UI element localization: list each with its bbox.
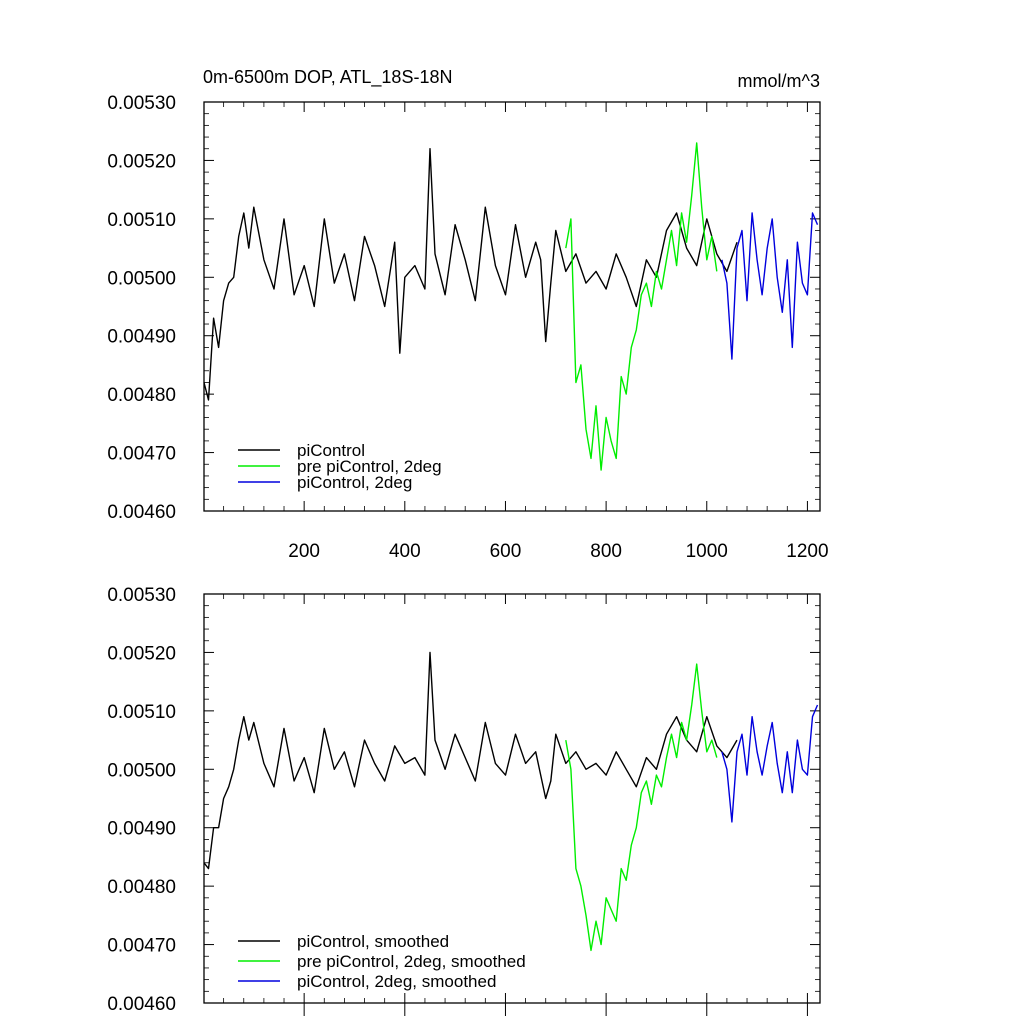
legend-label: piControl, 2deg, smoothed (297, 972, 496, 991)
y-tick-label: 0.00460 (107, 502, 176, 523)
y-tick-label: 0.00530 (107, 585, 176, 606)
x-tick-label: 200 (288, 541, 320, 562)
y-tick-label: 0.00470 (107, 936, 176, 957)
panel-bottom: 0.00460 0.00470 0.00480 0.00490 0.00500 0.005… (107, 585, 821, 1016)
y-tick-label: 0.00490 (107, 327, 176, 348)
y-tick-label: 0.00500 (107, 268, 176, 289)
units-label: mmol/m^3 (738, 71, 820, 91)
y-tick-label: 0.00520 (107, 643, 176, 664)
series-line-2 (565, 142, 718, 471)
panel-title: 0m-6500m DOP, ATL_18S-18N (203, 67, 452, 88)
legend-label: piControl (297, 441, 365, 460)
y-tick-label: 0.00520 (107, 151, 176, 172)
y-tick-label: 0.00500 (107, 760, 176, 781)
series-line-2 (565, 663, 718, 952)
y-tick-label: 0.00530 (107, 93, 176, 114)
plot-frame (203, 101, 821, 512)
y-tick-label: 0.00480 (107, 877, 176, 898)
series-line-3 (721, 212, 819, 360)
y-tick-label: 0.00490 (107, 819, 176, 840)
x-tick-label: 600 (490, 541, 522, 562)
x-tick-label: 800 (590, 541, 622, 562)
series-line-1 (203, 147, 738, 401)
plot-frame (203, 593, 821, 1004)
legend-label: piControl, 2deg (297, 473, 412, 492)
panel-top: 0m-6500m DOP, ATL_18S-18N mmol/m^3 0.004… (107, 67, 828, 562)
series-line-1 (203, 651, 738, 870)
y-tick-label: 0.00470 (107, 444, 176, 465)
y-tick-label: 0.00460 (107, 994, 176, 1015)
series-line-3 (721, 704, 819, 823)
legend-label: pre piControl, 2deg (297, 457, 442, 476)
x-tick-label: 400 (389, 541, 421, 562)
legend-label: piControl, smoothed (297, 932, 449, 951)
legend-label: pre piControl, 2deg, smoothed (297, 952, 526, 971)
y-tick-label: 0.00510 (107, 702, 176, 723)
x-tick-label: 1000 (686, 541, 728, 562)
y-tick-label: 0.00480 (107, 385, 176, 406)
y-tick-label: 0.00510 (107, 210, 176, 231)
x-tick-label: 1200 (786, 541, 828, 562)
